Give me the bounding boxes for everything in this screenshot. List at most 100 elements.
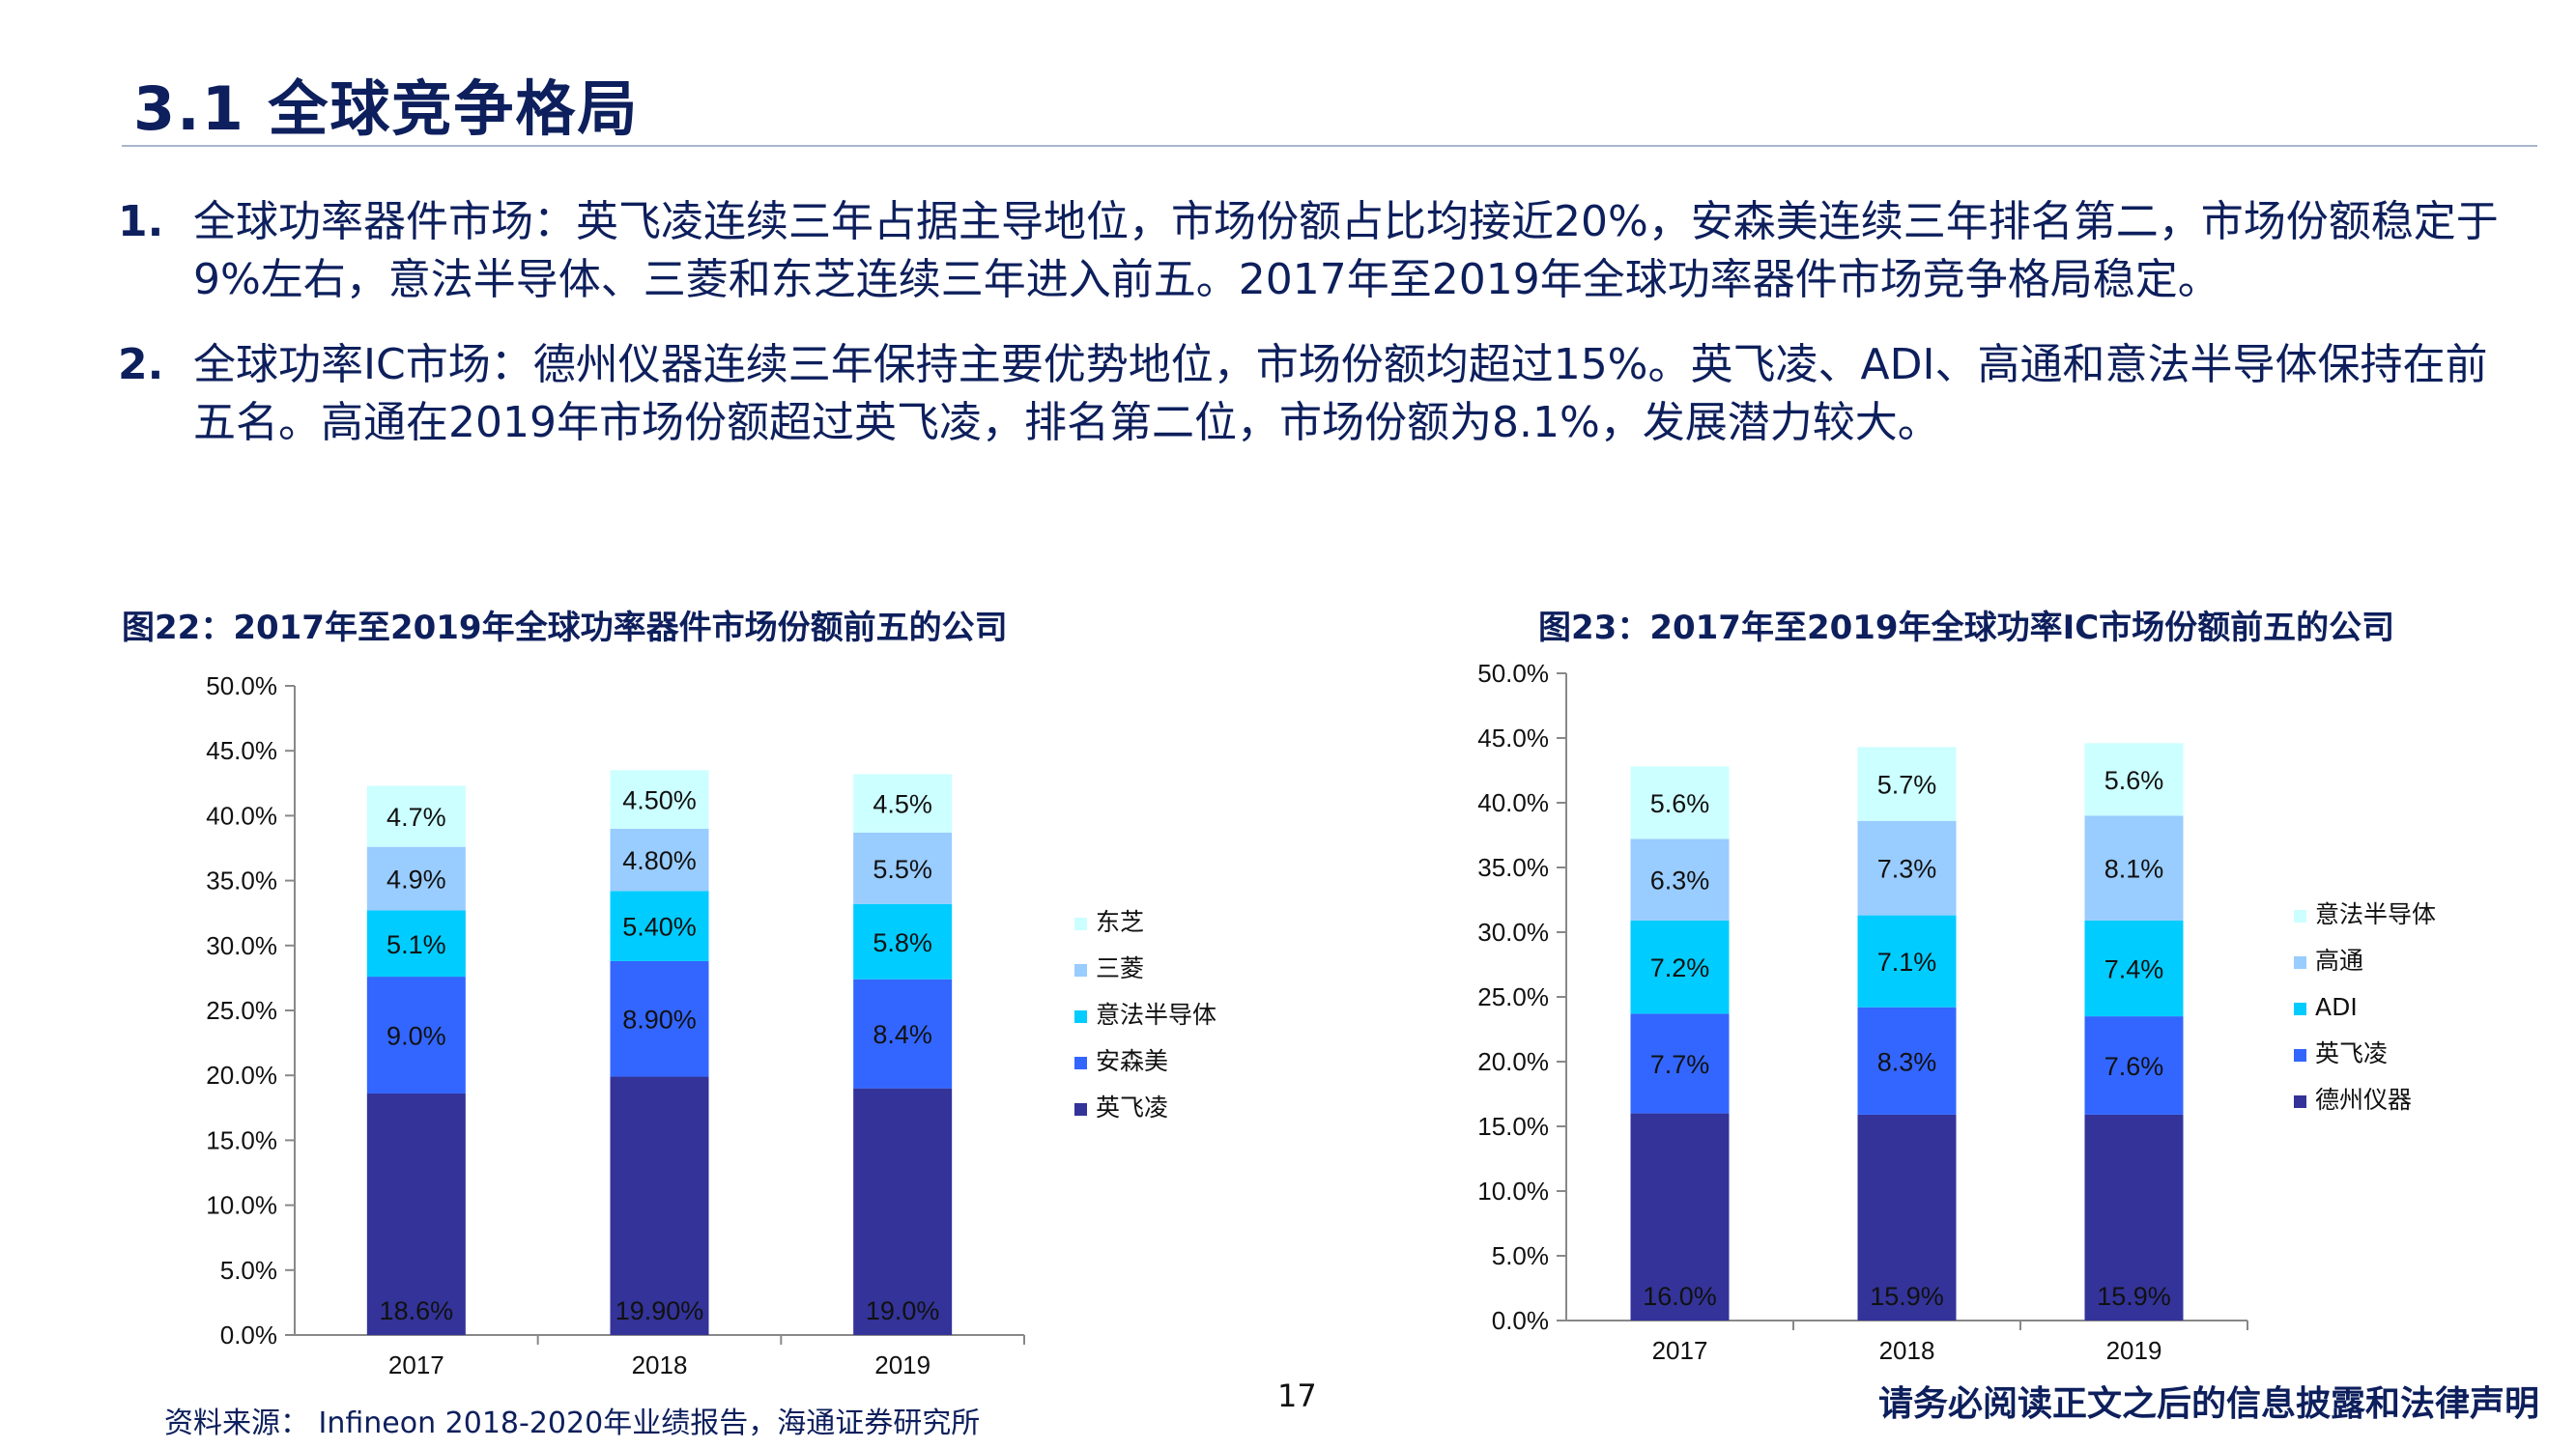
legend-label: 英飞凌 xyxy=(1096,1094,1168,1122)
y-tick-label: 45.0% xyxy=(1477,724,1549,753)
y-tick-label: 35.0% xyxy=(1477,853,1549,882)
y-tick-label: 10.0% xyxy=(1477,1177,1549,1206)
legend-label: 安森美 xyxy=(1096,1047,1168,1075)
y-tick-label: 5.0% xyxy=(1492,1241,1549,1270)
data-label: 4.5% xyxy=(873,790,932,819)
y-tick-label: 5.0% xyxy=(220,1256,277,1285)
figure-22-title: 图22：2017年至2019年全球功率器件市场份额前五的公司 xyxy=(122,609,1008,647)
x-tick-label: 2017 xyxy=(388,1350,444,1379)
disclaimer: 请务必阅读正文之后的信息披露和法律声明 xyxy=(1877,1384,2539,1424)
data-label: 5.40% xyxy=(622,913,697,942)
bar-segment xyxy=(366,977,466,1094)
x-tick-label: 2018 xyxy=(1879,1336,1935,1365)
bar-segment xyxy=(853,979,953,1089)
legend-swatch xyxy=(2294,956,2306,969)
data-label: 7.3% xyxy=(1877,855,1937,884)
legend-label: 德州仪器 xyxy=(2315,1086,2412,1114)
data-label: 15.9% xyxy=(2097,1282,2171,1311)
bar-segment xyxy=(366,846,466,911)
data-label: 8.4% xyxy=(873,1020,932,1049)
y-tick-label: 35.0% xyxy=(206,867,277,895)
source-note: 资料来源： Infineon 2018-2020年业绩报告，海通证券研究所 xyxy=(164,1406,981,1440)
key-point-number: 1. xyxy=(118,197,164,246)
legend-label: ADI xyxy=(2315,993,2358,1021)
y-tick-label: 50.0% xyxy=(206,671,277,700)
data-label: 8.3% xyxy=(1877,1047,1937,1076)
y-tick-label: 15.0% xyxy=(1477,1112,1549,1141)
bar-segment xyxy=(853,774,953,833)
bar-segment xyxy=(853,1088,953,1335)
y-tick-label: 50.0% xyxy=(1477,659,1549,688)
bar-segment xyxy=(1630,766,1730,839)
title-divider xyxy=(122,145,2537,147)
y-tick-label: 40.0% xyxy=(1477,788,1549,817)
legend-swatch xyxy=(2294,1003,2306,1015)
data-label: 8.90% xyxy=(622,1006,697,1035)
x-tick-label: 2019 xyxy=(874,1350,930,1379)
legend-swatch xyxy=(2294,910,2306,923)
bar-segment xyxy=(1630,920,1730,1014)
data-label: 8.1% xyxy=(2104,855,2164,884)
data-label: 15.9% xyxy=(1870,1282,1944,1311)
data-label: 7.2% xyxy=(1650,953,1710,982)
page-title: 3.1 全球竞争格局 xyxy=(133,73,640,144)
key-point-2: 2. 全球功率IC市场：德州仪器连续三年保持主要优势地位，市场份额均超过15%。… xyxy=(118,336,2514,452)
x-tick-label: 2018 xyxy=(632,1350,688,1379)
y-tick-label: 10.0% xyxy=(206,1191,277,1220)
bar-segment xyxy=(610,770,709,829)
y-tick-label: 25.0% xyxy=(1477,982,1549,1011)
data-label: 5.6% xyxy=(1650,789,1710,818)
key-points: 1. 全球功率器件市场：英飞凌连续三年占据主导地位，市场份额占比均接近20%，安… xyxy=(118,193,2514,452)
y-tick-label: 0.0% xyxy=(1492,1306,1549,1335)
data-label: 16.0% xyxy=(1643,1282,1717,1311)
power-device-share-chart: 0.0% 5.0% 10.0% 15.0% 20.0% 25.0% 30.0% 35.0% 40… xyxy=(206,671,1216,1379)
legend-swatch xyxy=(1074,964,1087,977)
bar-segment xyxy=(1857,915,1957,1008)
data-label: 5.1% xyxy=(386,930,446,959)
figure-23-title: 图23：2017年至2019年全球功率IC市场份额前五的公司 xyxy=(1538,609,2395,647)
legend-swatch xyxy=(2294,1095,2306,1108)
legend-swatch xyxy=(1074,918,1087,930)
bar-segment xyxy=(1857,820,1957,916)
y-tick-label: 30.0% xyxy=(206,931,277,960)
bar-segment xyxy=(1857,747,1957,821)
data-label: 19.0% xyxy=(866,1296,940,1325)
bar-segment xyxy=(1630,1013,1730,1114)
key-point-text: 全球功率器件市场：英飞凌连续三年占据主导地位，市场份额占比均接近20%，安森美连… xyxy=(193,197,2499,304)
bar-segment xyxy=(366,1094,466,1335)
y-tick-label: 25.0% xyxy=(206,996,277,1025)
x-tick-label: 2017 xyxy=(1652,1336,1708,1365)
data-label: 7.1% xyxy=(1877,948,1937,977)
data-label: 18.6% xyxy=(380,1296,454,1325)
legend-swatch xyxy=(1074,1057,1087,1069)
bar-segment xyxy=(2084,743,2184,816)
y-tick-label: 45.0% xyxy=(206,736,277,765)
data-label: 5.5% xyxy=(873,855,932,884)
data-label: 5.8% xyxy=(873,928,932,957)
key-point-1: 1. 全球功率器件市场：英飞凌连续三年占据主导地位，市场份额占比均接近20%，安… xyxy=(118,193,2514,309)
data-label: 4.80% xyxy=(622,846,697,875)
legend-label: 意法半导体 xyxy=(1096,1001,1216,1029)
bar-segment xyxy=(1630,838,1730,921)
legend-swatch xyxy=(1074,1010,1087,1023)
data-label: 19.90% xyxy=(615,1296,704,1325)
bar-segment xyxy=(366,910,466,978)
bar-segment xyxy=(610,891,709,961)
y-tick-label: 20.0% xyxy=(206,1061,277,1090)
data-label: 7.4% xyxy=(2104,955,2164,984)
legend-label: 东芝 xyxy=(1096,908,1144,936)
key-point-text: 全球功率IC市场：德州仪器连续三年保持主要优势地位，市场份额均超过15%。英飞凌… xyxy=(193,340,2488,447)
y-tick-label: 30.0% xyxy=(1477,918,1549,947)
page-number: 17 xyxy=(1277,1378,1317,1414)
legend-label: 三菱 xyxy=(1096,954,1144,982)
bar-segment xyxy=(2084,1114,2184,1321)
bar-segment xyxy=(853,832,953,904)
legend-label: 英飞凌 xyxy=(2315,1039,2388,1067)
bar-segment xyxy=(1630,1113,1730,1321)
y-tick-label: 15.0% xyxy=(206,1125,277,1154)
bar-segment xyxy=(610,828,709,892)
legend-label: 意法半导体 xyxy=(2315,900,2436,928)
bar-segment xyxy=(2084,815,2184,921)
y-tick-label: 20.0% xyxy=(1477,1047,1549,1076)
data-label: 7.6% xyxy=(2104,1052,2164,1081)
